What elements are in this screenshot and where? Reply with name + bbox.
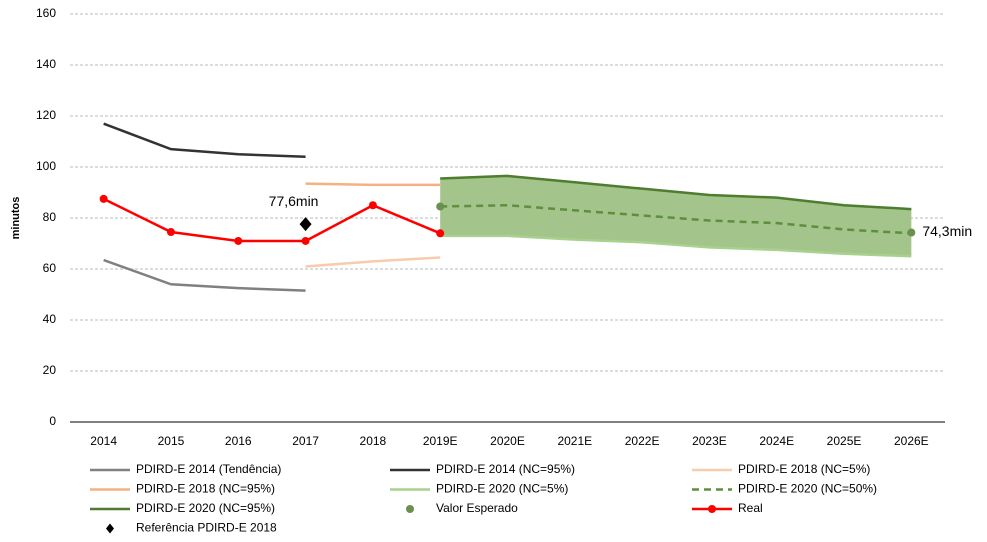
- series-line: [103, 258, 306, 292]
- series-line: [305, 256, 441, 268]
- point: [299, 217, 312, 232]
- legend-label: Referência PDIRD-E 2018: [136, 521, 277, 535]
- y-tick-label: 20: [43, 363, 57, 377]
- x-tick-label: 2015: [158, 434, 185, 448]
- legend-label: Valor Esperado: [436, 501, 518, 515]
- series-line: [440, 203, 912, 235]
- y-tick-label: 140: [36, 57, 56, 71]
- legend-label: Real: [738, 501, 763, 515]
- point: [436, 229, 445, 238]
- legend-label: PDIRD-E 2020 (NC=95%): [136, 501, 275, 515]
- legend-swatch: [708, 505, 716, 513]
- series-line: [440, 234, 912, 258]
- y-axis-label: minutos: [10, 197, 22, 240]
- point: [907, 228, 916, 237]
- annotation: 74,3min: [922, 223, 972, 239]
- y-tick-label: 100: [36, 159, 56, 173]
- x-tick-label: 2020E: [490, 434, 525, 448]
- y-tick-label: 60: [43, 261, 57, 275]
- legend-label: PDIRD-E 2014 (Tendência): [136, 462, 281, 476]
- series-line: [103, 197, 441, 243]
- x-tick-label: 2024E: [759, 434, 794, 448]
- x-tick-label: 2018: [360, 434, 387, 448]
- legend-swatch: [406, 505, 414, 513]
- legend-swatch: [106, 523, 114, 534]
- legend-label: PDIRD-E 2018 (NC=5%): [738, 462, 870, 476]
- y-tick-label: 0: [49, 414, 56, 428]
- point: [234, 236, 243, 245]
- series-line: [103, 122, 306, 159]
- x-tick-label: 2021E: [557, 434, 592, 448]
- legend-label: PDIRD-E 2014 (NC=95%): [436, 462, 575, 476]
- point: [368, 201, 377, 210]
- annotation: 77,6min: [269, 193, 319, 209]
- x-tick-label: 2019E: [423, 434, 458, 448]
- y-tick-label: 120: [36, 108, 56, 122]
- y-tick-label: 160: [36, 6, 56, 20]
- x-tick-label: 2014: [90, 434, 117, 448]
- point: [301, 236, 310, 245]
- confidence-band: [440, 175, 912, 257]
- x-tick-label: 2017: [292, 434, 319, 448]
- series-line: [305, 182, 441, 187]
- point: [99, 194, 108, 203]
- x-tick-label: 2023E: [692, 434, 727, 448]
- legend-label: PDIRD-E 2018 (NC=95%): [136, 482, 275, 496]
- x-tick-label: 2016: [225, 434, 252, 448]
- x-tick-label: 2022E: [625, 434, 660, 448]
- series-line: [440, 174, 912, 211]
- legend-label: PDIRD-E 2020 (NC=5%): [436, 482, 568, 496]
- y-tick-label: 40: [43, 312, 57, 326]
- x-tick-label: 2025E: [827, 434, 862, 448]
- point: [436, 202, 445, 211]
- x-tick-label: 2026E: [894, 434, 929, 448]
- legend-label: PDIRD-E 2020 (NC=50%): [738, 482, 877, 496]
- point: [166, 228, 175, 237]
- y-tick-label: 80: [43, 210, 57, 224]
